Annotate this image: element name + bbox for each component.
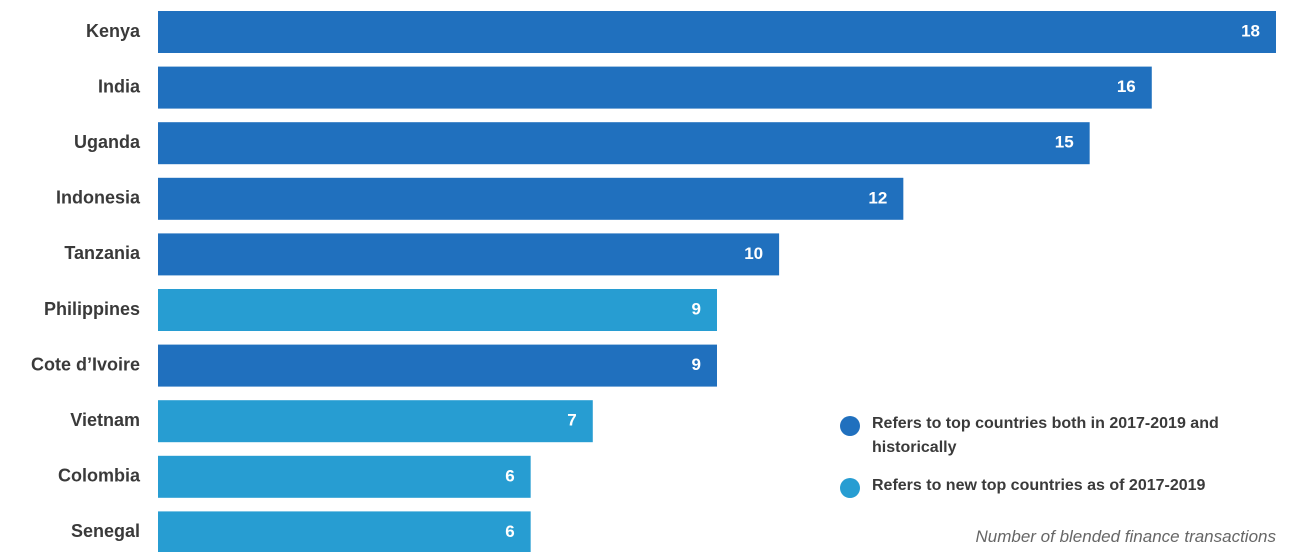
legend-label-both: Refers to top countries both in 2017-201… — [872, 415, 1219, 456]
category-label-tanzania: Tanzania — [64, 243, 141, 263]
value-label-senegal: 6 — [505, 522, 514, 541]
legend-item-new: Refers to new top countries as of 2017-2… — [840, 474, 1280, 498]
legend-dot-icon-both — [840, 416, 860, 436]
bar-indonesia — [158, 177, 904, 220]
x-axis-label: Number of blended finance transactions — [975, 527, 1276, 546]
legend-item-both: Refers to top countries both in 2017-201… — [840, 412, 1280, 460]
value-label-cote-d-ivoire: 9 — [692, 355, 701, 374]
chart-legend: Refers to top countries both in 2017-201… — [840, 412, 1280, 498]
category-label-uganda: Uganda — [74, 132, 141, 152]
category-label-indonesia: Indonesia — [56, 188, 141, 208]
category-label-colombia: Colombia — [58, 466, 141, 486]
value-label-kenya: 18 — [1241, 21, 1260, 40]
bar-kenya — [158, 11, 1276, 53]
category-label-kenya: Kenya — [86, 21, 141, 41]
category-label-cote-d-ivoire: Cote d’Ivoire — [31, 354, 140, 374]
legend-dot-icon-new — [840, 478, 860, 498]
category-label-senegal: Senegal — [71, 521, 140, 541]
value-label-indonesia: 12 — [868, 188, 887, 207]
value-label-uganda: 15 — [1055, 133, 1074, 152]
bar-philippines — [158, 289, 717, 331]
value-label-vietnam: 7 — [567, 411, 576, 430]
bar-india — [158, 66, 1152, 109]
bar-vietnam — [158, 400, 593, 443]
bar-tanzania — [158, 233, 780, 276]
bar-uganda — [158, 122, 1090, 165]
category-label-india: India — [98, 76, 141, 96]
legend-label-new: Refers to new top countries as of 2017-2… — [872, 477, 1206, 494]
value-label-india: 16 — [1117, 77, 1136, 96]
bar-colombia — [158, 455, 531, 498]
bar-senegal — [158, 511, 531, 552]
value-label-tanzania: 10 — [744, 244, 763, 263]
category-label-philippines: Philippines — [44, 299, 140, 319]
value-label-philippines: 9 — [692, 299, 701, 318]
category-label-vietnam: Vietnam — [70, 410, 140, 430]
value-label-colombia: 6 — [505, 466, 514, 485]
bar-cote-d-ivoire — [158, 344, 717, 387]
